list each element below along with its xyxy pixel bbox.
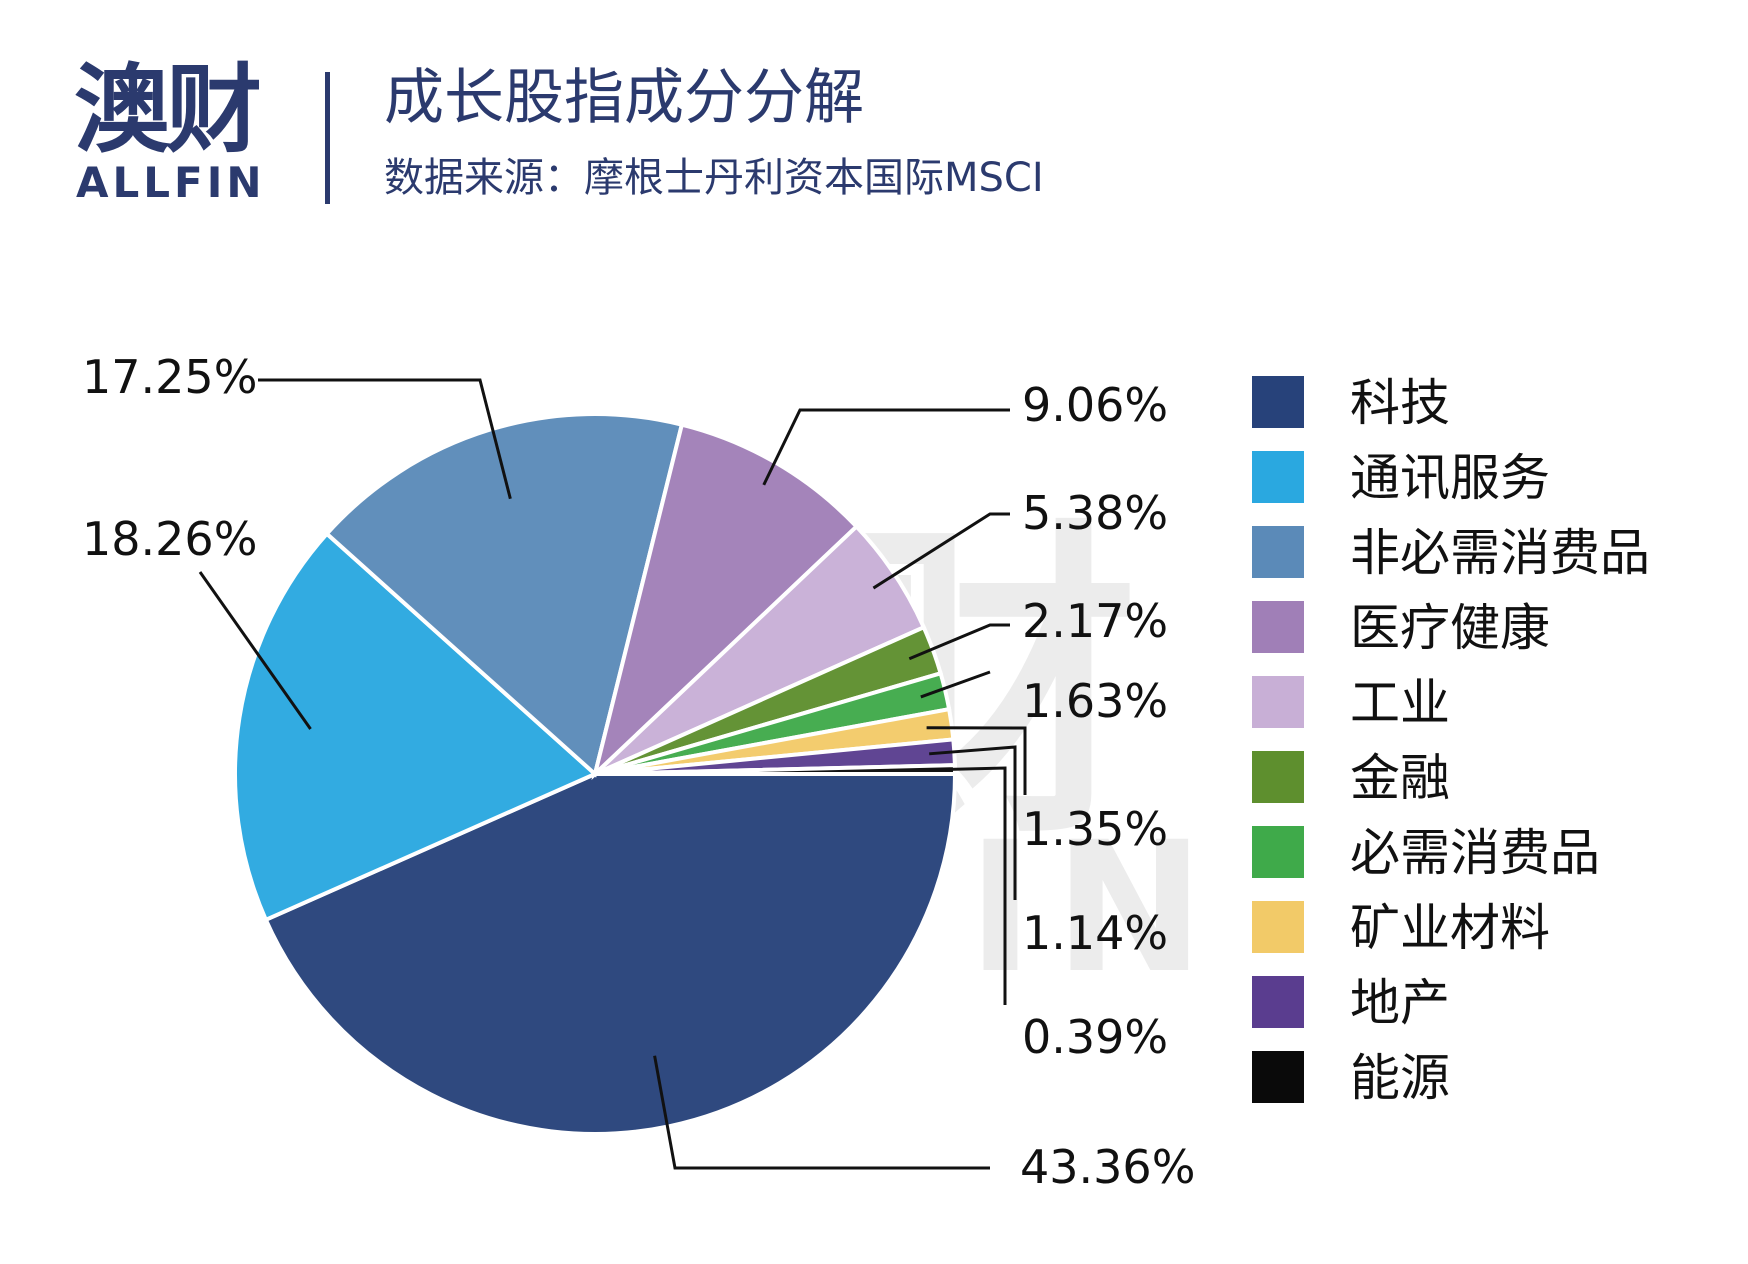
leader-line-8 (929, 745, 1017, 900)
data-label-5: 2.17% (1022, 594, 1168, 648)
legend-swatch-7 (1252, 901, 1304, 953)
legend-swatch-5 (1252, 751, 1304, 803)
data-label-6: 1.63% (1022, 674, 1168, 728)
leader-line-1 (198, 571, 312, 730)
legend-label-1: 通讯服务 (1350, 449, 1550, 507)
legend-swatch-2 (1252, 526, 1304, 578)
legend-label-5: 金融 (1350, 749, 1450, 807)
data-label-1: 18.26% (82, 512, 257, 566)
leader-line-2 (258, 378, 512, 500)
leader-line-7 (926, 726, 1027, 795)
data-label-0: 43.36% (1020, 1140, 1195, 1194)
legend-label-2: 非必需消费品 (1350, 524, 1650, 582)
legend-label-4: 工业 (1350, 674, 1450, 732)
chart-header: 澳财 ALLFIN 成长股指成分分解 数据来源：摩根士丹利资本国际MSCI (0, 0, 1748, 230)
data-label-3: 9.06% (1022, 378, 1168, 432)
legend-swatch-1 (1252, 451, 1304, 503)
leader-line-9 (929, 766, 1007, 1005)
data-label-8: 1.14% (1022, 906, 1168, 960)
legend-swatch-8 (1252, 976, 1304, 1028)
legend-swatch-6 (1252, 826, 1304, 878)
data-label-9: 0.39% (1022, 1010, 1168, 1064)
legend-label-8: 地产 (1350, 974, 1450, 1032)
legend-swatch-4 (1252, 676, 1304, 728)
pie-slice-2 (324, 412, 685, 778)
legend-label-6: 必需消费品 (1350, 824, 1600, 882)
legend-swatch-0 (1252, 376, 1304, 428)
chart-title: 成长股指成分分解 (384, 63, 864, 133)
leader-line-5 (908, 623, 1010, 661)
data-source: 数据来源：摩根士丹利资本国际MSCI (384, 155, 1044, 201)
legend-label-3: 医疗健康 (1350, 599, 1550, 657)
logo-english: ALLFIN (76, 158, 266, 207)
header-divider (325, 72, 330, 204)
legend-label-9: 能源 (1350, 1049, 1450, 1107)
pie-slice-0 (263, 772, 958, 1136)
legend-swatch-3 (1252, 601, 1304, 653)
leader-line-6 (920, 670, 991, 699)
legend-label-0: 科技 (1350, 374, 1450, 432)
pie-slice-3 (591, 422, 860, 781)
legend-swatch-9 (1252, 1051, 1304, 1103)
legend-label-7: 矿业材料 (1350, 899, 1550, 957)
data-label-2: 17.25% (82, 350, 257, 404)
data-label-4: 5.38% (1022, 486, 1168, 540)
leader-line-3 (762, 408, 1010, 486)
leader-line-0 (653, 1055, 990, 1170)
logo-chinese: 澳财 (74, 54, 262, 166)
leader-lines (198, 378, 1027, 1170)
leader-line-4 (872, 512, 1010, 590)
pie-slices (233, 412, 958, 1136)
data-label-7: 1.35% (1022, 802, 1168, 856)
pie-slice-1 (233, 530, 599, 923)
data-labels: 43.36% 18.26% 17.25% 9.06% 5.38% 2.17% 1.63% 1.… (82, 350, 1195, 1194)
